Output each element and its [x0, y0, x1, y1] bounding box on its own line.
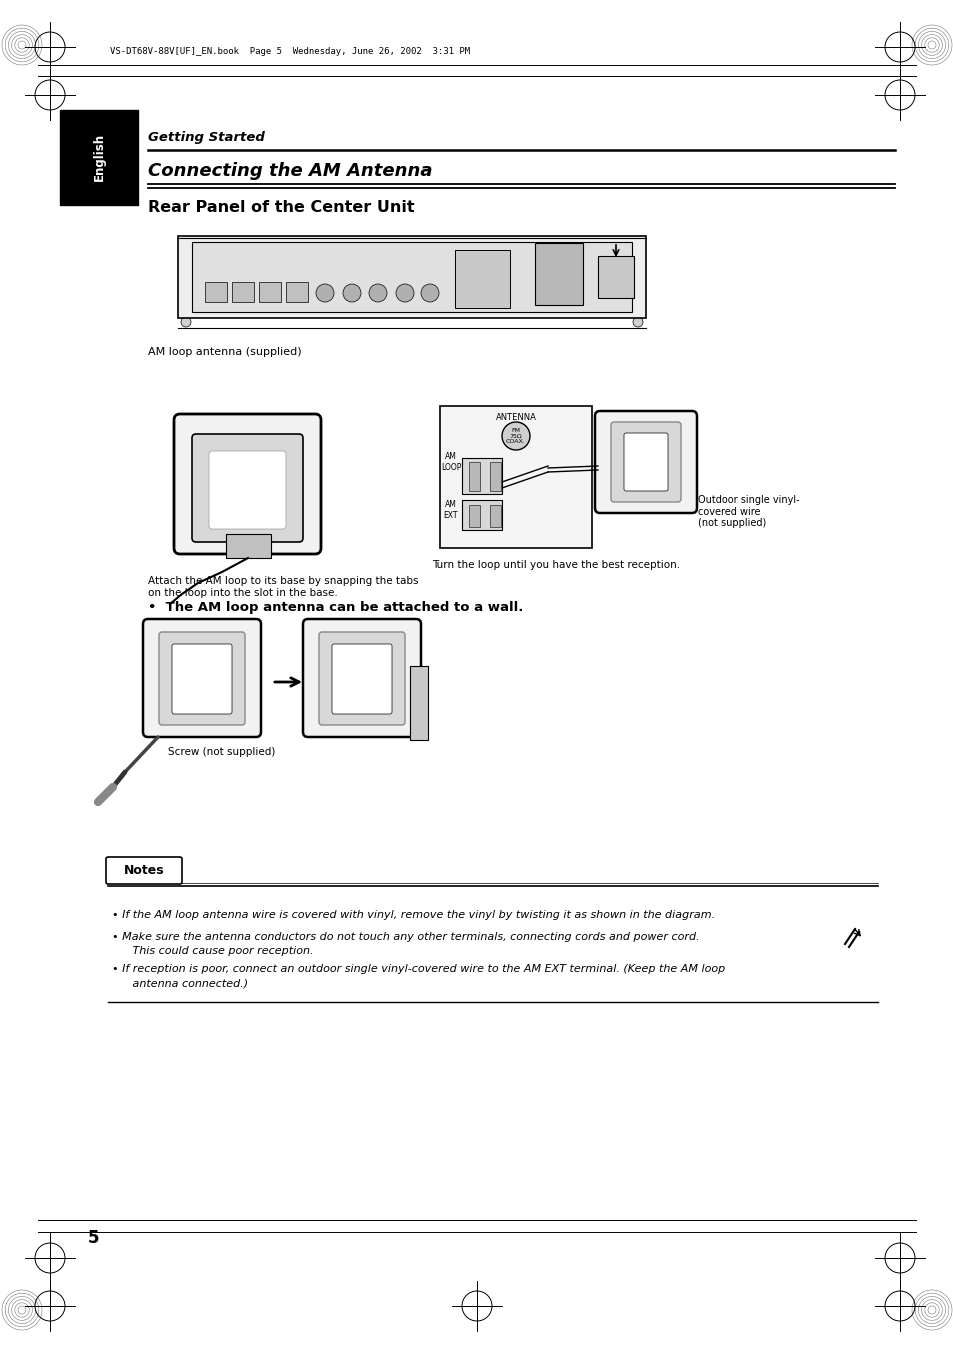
Circle shape: [395, 284, 414, 303]
FancyBboxPatch shape: [172, 644, 232, 713]
Text: • If the AM loop antenna wire is covered with vinyl, remove the vinyl by twistin: • If the AM loop antenna wire is covered…: [112, 911, 715, 920]
Text: Screw (not supplied): Screw (not supplied): [168, 747, 275, 757]
Bar: [490, 505, 500, 527]
Text: Rear Panel of the Center Unit: Rear Panel of the Center Unit: [148, 200, 415, 215]
Text: FM
75Ω
COAX.: FM 75Ω COAX.: [506, 428, 525, 444]
Bar: [60, 109, 138, 205]
FancyBboxPatch shape: [303, 619, 420, 738]
Text: Turn the loop until you have the best reception.: Turn the loop until you have the best re…: [432, 561, 679, 570]
Text: Getting Started: Getting Started: [148, 131, 265, 145]
FancyBboxPatch shape: [106, 857, 182, 884]
Bar: [455, 250, 510, 308]
FancyBboxPatch shape: [623, 434, 667, 490]
Circle shape: [181, 240, 191, 250]
Bar: [469, 462, 479, 490]
Text: Outdoor single vinyl-
covered wire
(not supplied): Outdoor single vinyl- covered wire (not …: [698, 494, 799, 528]
Circle shape: [343, 284, 360, 303]
Text: English: English: [92, 132, 106, 181]
Text: ANTENNA: ANTENNA: [495, 413, 536, 423]
Bar: [490, 462, 500, 490]
Text: AM
EXT: AM EXT: [443, 500, 457, 520]
Circle shape: [420, 284, 438, 303]
Circle shape: [181, 317, 191, 327]
Bar: [192, 242, 631, 312]
Bar: [439, 407, 592, 549]
Text: antenna connected.): antenna connected.): [122, 978, 248, 988]
Circle shape: [501, 422, 530, 450]
Bar: [178, 236, 645, 317]
FancyBboxPatch shape: [159, 632, 245, 725]
Text: • If reception is poor, connect an outdoor single vinyl-covered wire to the AM E: • If reception is poor, connect an outdo…: [112, 965, 724, 974]
FancyBboxPatch shape: [209, 451, 286, 530]
Bar: [598, 255, 634, 299]
FancyBboxPatch shape: [173, 413, 320, 554]
FancyBboxPatch shape: [610, 422, 680, 503]
Bar: [258, 282, 281, 303]
Bar: [535, 243, 582, 305]
Bar: [410, 666, 428, 740]
FancyBboxPatch shape: [332, 644, 392, 713]
Bar: [461, 500, 501, 530]
FancyBboxPatch shape: [192, 434, 303, 542]
Circle shape: [633, 240, 642, 250]
Bar: [461, 458, 501, 494]
Bar: [205, 282, 227, 303]
FancyBboxPatch shape: [318, 632, 405, 725]
Bar: [469, 505, 479, 527]
Text: AM loop antenna (supplied): AM loop antenna (supplied): [148, 347, 301, 357]
Text: • Make sure the antenna conductors do not touch any other terminals, connecting : • Make sure the antenna conductors do no…: [112, 932, 699, 942]
FancyBboxPatch shape: [595, 411, 697, 513]
Text: Notes: Notes: [124, 865, 164, 878]
Bar: [226, 534, 271, 558]
Text: This could cause poor reception.: This could cause poor reception.: [122, 946, 314, 957]
Text: •  The AM loop antenna can be attached to a wall.: • The AM loop antenna can be attached to…: [148, 601, 523, 615]
Circle shape: [369, 284, 387, 303]
Text: Connecting the AM Antenna: Connecting the AM Antenna: [148, 162, 432, 180]
Bar: [232, 282, 253, 303]
Circle shape: [633, 317, 642, 327]
FancyBboxPatch shape: [143, 619, 261, 738]
Text: VS-DT68V-88V[UF]_EN.book  Page 5  Wednesday, June 26, 2002  3:31 PM: VS-DT68V-88V[UF]_EN.book Page 5 Wednesda…: [110, 47, 470, 57]
Text: AM
LOOP: AM LOOP: [440, 453, 460, 471]
Circle shape: [315, 284, 334, 303]
Bar: [286, 282, 308, 303]
Text: 5: 5: [88, 1229, 99, 1247]
Text: Attach the AM loop to its base by snapping the tabs
on the loop into the slot in: Attach the AM loop to its base by snappi…: [148, 576, 418, 597]
